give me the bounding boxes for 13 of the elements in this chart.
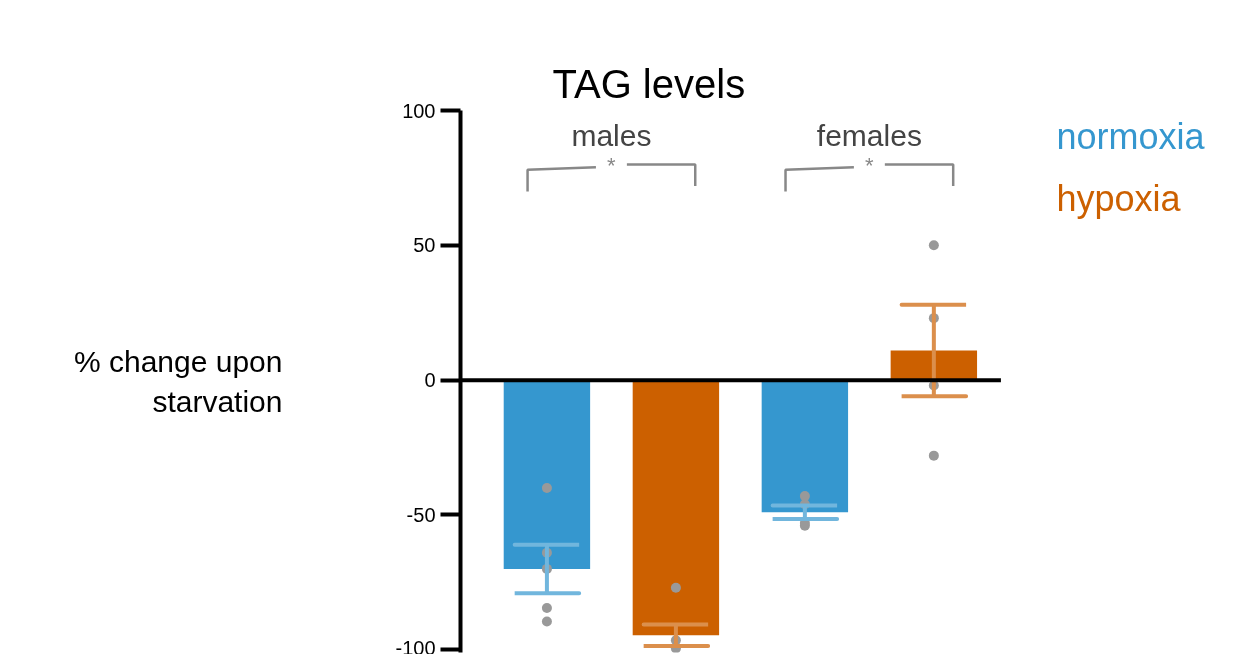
chart-title: TAG levels [552,61,746,106]
y-axis-title: % change upon starvation [73,345,283,418]
annotation: * [865,152,875,178]
y-tick-label: -50 [406,503,436,526]
x-tick-label: males [571,118,652,152]
text: hypoxia [1056,177,1182,219]
y-tick-label: 0 [424,369,436,392]
x-tick-label: females [816,118,922,152]
y-tick-label: 50 [413,234,436,257]
annotation: * [607,152,617,178]
y-tick-label: 100 [402,99,436,122]
y-tick-label: -100 [395,636,436,654]
text: normoxia [1056,115,1206,157]
